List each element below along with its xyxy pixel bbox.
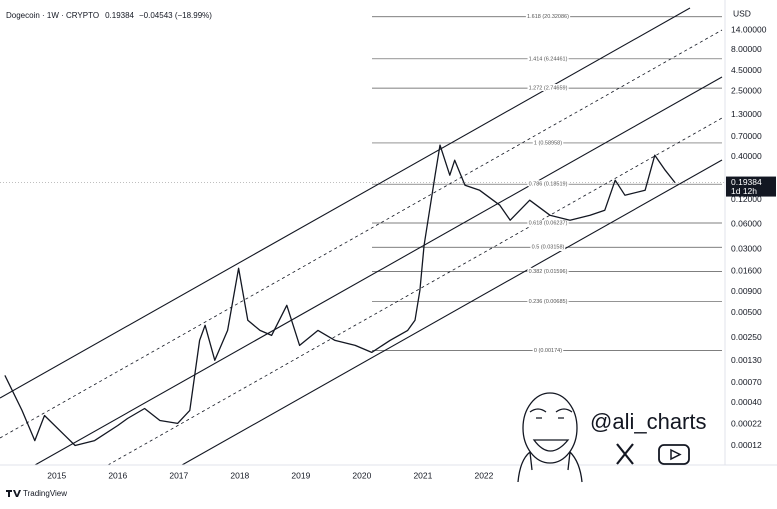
channel-dashed [0,29,723,439]
x-tick-label: 2022 [474,470,493,480]
y-tick-label: 0.00500 [731,307,762,317]
y-tick-label: 14.00000 [731,24,767,34]
youtube-icon [658,444,690,465]
footer: TradingView [6,489,67,498]
channel [0,7,723,466]
y-tick-label: 0.70000 [731,131,762,141]
fib-label: 1.272 (2.74659) [529,86,568,92]
y-tick-label: 0.03000 [731,243,762,253]
currency: USD [733,8,751,18]
brows [529,408,573,413]
x-tick-label: 2015 [47,470,66,480]
face [522,392,578,464]
channel-line [181,159,723,466]
y-tick-label: 0.00022 [731,418,762,428]
fib-label: 0.5 (0.03158) [532,245,565,251]
last-price: 0.19384 [105,11,134,20]
x-tick-label: 2016 [108,470,127,480]
fib-label: 1 (0.58958) [534,140,562,146]
fib-label: 0 (0.00174) [534,348,562,354]
y-tick-label: 0.00070 [731,377,762,387]
symbol: Dogecoin · 1W · CRYPTO [6,11,99,20]
y-tick-label: 4.50000 [731,65,762,75]
x-tick-label: 2021 [413,470,432,480]
fib-label: 0.618 (0.06237) [529,220,568,226]
brand: TradingView [23,489,67,498]
y-tick-label: 0.00900 [731,286,762,296]
price-box [726,176,776,197]
watermark: @ali_charts [517,392,707,483]
price-box-value: 0.19384 [731,177,762,187]
fib-label: 1.414 (6.24461) [529,56,568,62]
x-tick-label: 2019 [291,470,310,480]
channel-line [0,7,691,399]
price-box-countdown: 1d 12h [731,186,757,196]
x-tick-label: 2020 [352,470,371,480]
y-tick-label: 0.00012 [731,440,762,450]
y-tick-label: 0.00130 [731,355,762,365]
y-tick-label: 0.01600 [731,266,762,276]
header: Dogecoin · 1W · CRYPTO 0.19384 −0.04543 (−… [6,11,212,20]
x-tick-label: 2018 [230,470,249,480]
y-tick-label: 0.12000 [731,194,762,204]
y-tick-label: 2.50000 [731,86,762,96]
y-tick-label: 0.00040 [731,397,762,407]
handle: @ali_charts [590,409,707,434]
fib-label: 0.382 (0.01596) [529,269,568,275]
x-tick-label: 2017 [169,470,188,480]
y-tick-label: 8.00000 [731,44,762,54]
brand-logo [6,490,21,497]
y-tick-label: 1.30000 [731,109,762,119]
change: −0.04543 (−18.99%) [139,11,212,20]
fib-label: 1.618 (20.32086) [527,14,569,20]
mouth [532,439,570,452]
fib-label: 0.236 (0.00685) [529,299,568,305]
y-tick-label: 0.00250 [731,332,762,342]
price-line [4,144,676,447]
channel-line [34,76,723,466]
y-tick-label: 0.40000 [731,151,762,161]
plot-layer [0,16,725,351]
y-tick-label: 0.06000 [731,219,762,229]
x-icon [616,443,634,465]
fib-label: 0.786 (0.18519) [529,182,568,188]
avatar [517,392,583,483]
youtube-play [670,448,682,461]
